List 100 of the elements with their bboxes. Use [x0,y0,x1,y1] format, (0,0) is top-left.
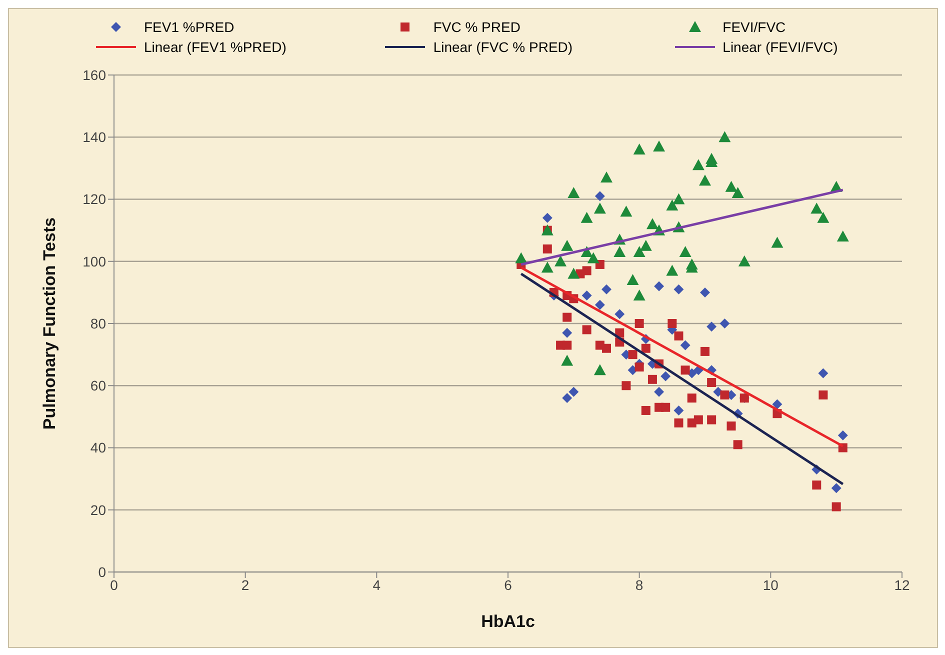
point [641,406,650,415]
point [733,440,742,450]
point [674,405,684,416]
point [562,393,572,404]
point [602,284,612,294]
x-tick-label: 2 [241,576,250,593]
point [561,354,574,366]
point [718,131,731,142]
y-tick-label: 100 [82,253,106,270]
point [594,202,606,214]
point [686,258,698,270]
point [541,262,554,273]
point [680,340,690,350]
point [628,350,638,360]
point [707,415,716,424]
point [672,193,685,204]
point [653,140,666,152]
point [641,344,650,353]
point [594,364,606,376]
point [699,174,711,186]
point [831,483,842,494]
point [614,309,625,320]
legend-label: FEVI/FVC [722,19,786,35]
point [772,399,782,410]
legend-label: Linear (FEV1 %PRED) [144,39,286,55]
point [692,159,704,170]
point [620,206,632,217]
point [568,187,580,198]
point [771,236,784,248]
legend-label: FVC % PRED [433,19,520,35]
point [674,331,684,340]
point [687,394,696,403]
y-tick-label: 120 [82,191,106,208]
point [562,340,572,350]
point [594,300,605,310]
point [634,362,644,372]
point [640,240,652,251]
point [633,144,646,155]
point [694,415,703,424]
point [562,312,572,322]
point [700,287,710,298]
x-tick-label: 8 [635,576,644,593]
point [587,252,600,264]
point [582,290,592,301]
point [832,502,841,512]
point [542,244,552,254]
point [633,246,646,258]
point [732,187,744,198]
point [707,378,716,388]
y-tick-label: 20 [90,502,106,518]
point [634,319,644,328]
x-tick-label: 4 [372,576,381,593]
point [568,386,579,397]
y-tick-label: 0 [98,564,106,580]
point [614,246,626,258]
y-tick-label: 80 [90,315,106,332]
point [554,255,567,266]
point [817,212,830,223]
point [582,266,592,276]
point [680,366,690,375]
legend-label: FEV1 %PRED [144,19,234,35]
y-tick-label: 140 [82,129,106,146]
point [646,218,658,230]
point [633,290,646,301]
point [600,172,612,183]
point [561,240,574,251]
x-axis-title: HbA1c [481,612,535,631]
point [580,212,593,223]
point [515,252,528,264]
point [674,418,684,428]
point [666,199,678,210]
y-tick-label: 60 [90,378,106,394]
point [661,402,670,412]
point [674,284,684,294]
x-tick-label: 6 [504,576,512,593]
point [818,368,828,378]
point [706,322,717,332]
point [654,386,664,397]
point [562,328,572,338]
point [666,264,678,276]
point [660,371,671,382]
point [568,268,580,279]
point [810,202,823,214]
point [602,344,611,353]
legend-label: Linear (FVC % PRED) [433,39,573,55]
point [542,212,552,223]
point [582,325,592,334]
point [654,281,664,292]
point [812,480,822,490]
legend-label: Linear (FEVI/FVC) [722,39,838,55]
y-axis-title: Pulmonary Function Tests [40,217,60,430]
point [668,319,677,328]
y-tick-label: 40 [90,440,106,456]
point [648,374,657,384]
point [818,390,828,400]
point [626,274,639,286]
point [679,246,692,258]
point [836,230,849,242]
point [720,318,730,328]
point [720,390,730,400]
